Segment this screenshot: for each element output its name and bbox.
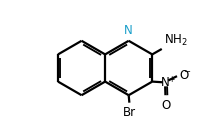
Text: O: O: [162, 99, 171, 112]
Text: NH$_2$: NH$_2$: [164, 33, 188, 48]
Text: +: +: [168, 75, 174, 84]
Text: N: N: [161, 76, 170, 89]
Text: −: −: [183, 68, 190, 77]
Text: N: N: [124, 24, 133, 37]
Text: O: O: [180, 69, 189, 82]
Text: Br: Br: [123, 106, 136, 119]
